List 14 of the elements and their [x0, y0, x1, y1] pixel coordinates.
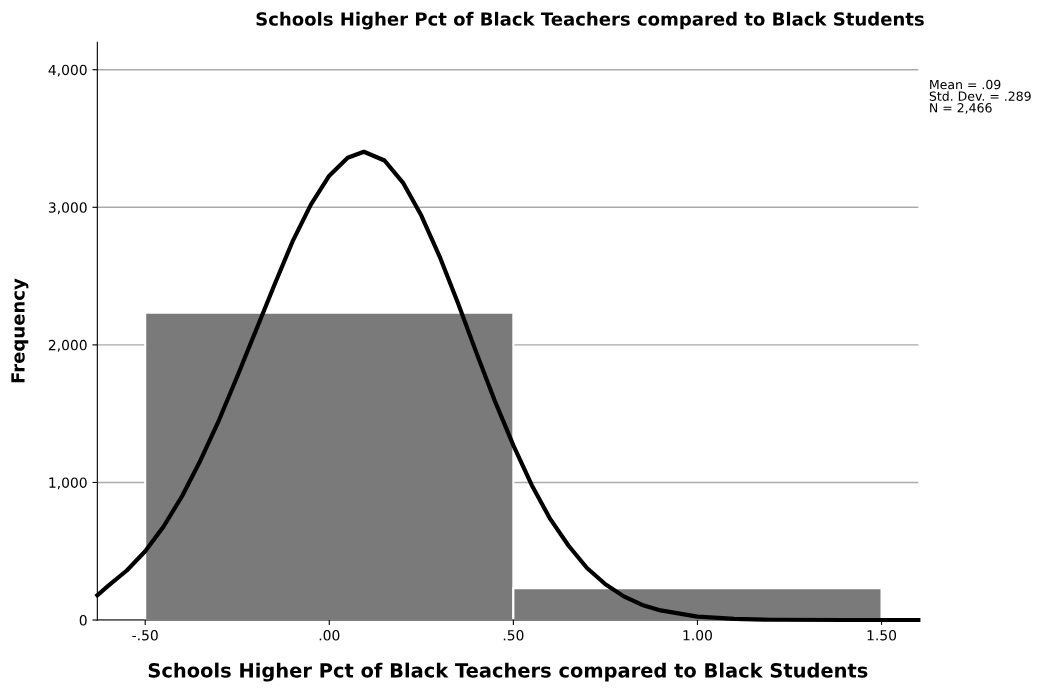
- x-tick-label: 1.00: [683, 630, 712, 641]
- y-tick-label: 2,000: [48, 339, 87, 352]
- y-tick-label: 4,000: [48, 64, 87, 77]
- y-tick-label: 1,000: [49, 477, 87, 490]
- y-tick-label: 0: [79, 615, 87, 626]
- x-axis-title: Schools Higher Pct of Black Teachers compared to Black Students: [148, 662, 868, 682]
- x-tick-label: 1.50: [867, 630, 897, 641]
- x-tick-label: .50: [503, 630, 524, 641]
- x-tick-label: -.50: [132, 630, 158, 641]
- x-tick-label: .00: [319, 630, 340, 641]
- chart-title: Schools Higher Pct of Black Teachers compared to Black Students: [256, 11, 924, 30]
- text: Mean = .09 Std. Dev. = .289 N = 2,466: [929, 79, 1031, 114]
- y-tick-label: 3,000: [48, 202, 87, 215]
- y-axis-title: Frequency: [11, 278, 29, 383]
